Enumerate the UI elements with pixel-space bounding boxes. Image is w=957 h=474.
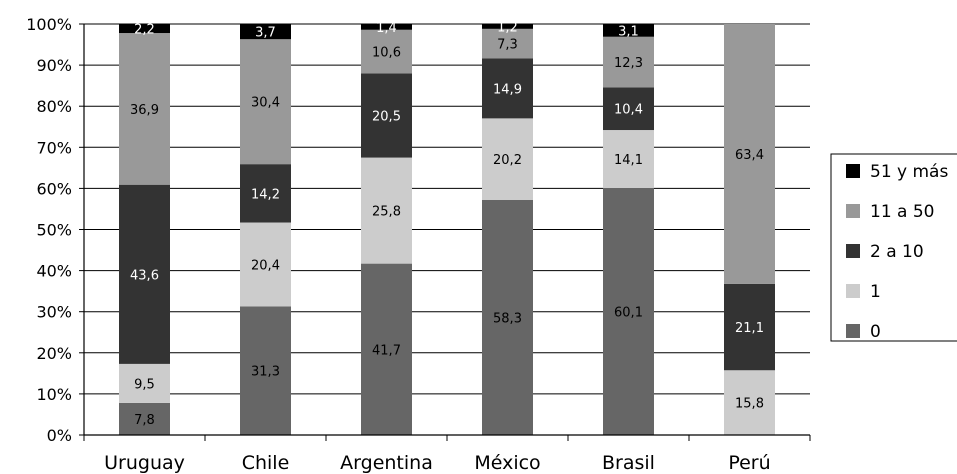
y-tick-label: 50% — [36, 221, 72, 240]
data-label: 60,1 — [614, 305, 643, 320]
legend-label: 51 y más — [870, 162, 948, 182]
data-label: 25,8 — [372, 205, 401, 220]
bar-segment — [724, 24, 775, 284]
data-label: 3,1 — [618, 24, 639, 39]
data-label: 7,8 — [134, 413, 155, 428]
data-label: 10,6 — [372, 46, 401, 61]
bar-segment — [119, 402, 170, 435]
data-label: 20,4 — [251, 258, 280, 273]
legend-swatch — [846, 204, 860, 218]
data-label: 14,9 — [493, 82, 522, 97]
y-tick-label: 80% — [36, 97, 72, 116]
data-label: 36,9 — [130, 103, 159, 118]
bar-segment — [361, 29, 412, 74]
bar-segment — [482, 24, 533, 29]
legend-label: 1 — [870, 282, 881, 302]
bar-segment — [603, 24, 654, 37]
data-label: 2,2 — [134, 23, 155, 38]
data-label: 31,3 — [251, 365, 280, 380]
data-label: 14,1 — [614, 153, 643, 168]
y-tick-label: 40% — [36, 262, 72, 281]
bar-segment — [240, 39, 291, 165]
legend-swatch — [846, 324, 860, 338]
x-tick-label: Uruguay — [104, 452, 185, 474]
bar-segment — [361, 24, 412, 30]
x-tick-label: Argentina — [340, 452, 433, 474]
data-label: 63,4 — [735, 148, 764, 163]
legend-swatch — [846, 164, 860, 178]
y-tick-label: 100% — [26, 15, 72, 34]
bar-segment — [119, 33, 170, 185]
data-label: 43,6 — [130, 268, 159, 283]
data-label: 21,1 — [735, 321, 764, 336]
bar-segment — [603, 130, 654, 188]
legend-label: 0 — [870, 322, 881, 342]
bar-segment — [482, 58, 533, 119]
data-label: 30,4 — [251, 96, 280, 111]
bar-segment — [119, 363, 170, 403]
bar-segment — [240, 222, 291, 307]
bar-segment — [482, 199, 533, 435]
data-label: 58,3 — [493, 311, 522, 326]
y-tick-label: 10% — [36, 385, 72, 404]
bars: 7,8 9,5 43,6 36,9 2,2 31,3 20,4 14,2 30,4 3,7 41,7… — [119, 20, 775, 435]
data-label: 15,8 — [735, 397, 764, 412]
bar-segment — [361, 157, 412, 264]
gridlines — [84, 23, 810, 395]
legend: 51 y más 11 a 50 2 a 10 1 0 — [830, 153, 957, 342]
data-label: 14,2 — [251, 187, 280, 202]
bar-segment — [724, 283, 775, 371]
bar-segment — [724, 370, 775, 435]
bar-segment — [603, 87, 654, 131]
legend-label: 11 a 50 — [870, 202, 935, 222]
bar-segment — [482, 118, 533, 200]
x-tick-label: Brasil — [602, 452, 655, 474]
bar-segment — [361, 263, 412, 435]
bar-segment — [240, 164, 291, 223]
data-label: 7,3 — [497, 38, 518, 53]
legend-swatch — [846, 244, 860, 258]
data-label: 3,7 — [255, 26, 276, 41]
bar-segment — [603, 36, 654, 88]
bar-segment — [603, 187, 654, 435]
data-label: 41,7 — [372, 343, 401, 358]
y-tick-label: 20% — [36, 344, 72, 363]
bar-segment — [240, 24, 291, 40]
y-tick-label: 70% — [36, 138, 72, 157]
x-tick-label: Chile — [242, 452, 290, 474]
data-label: 20,5 — [372, 109, 401, 124]
bar-segment — [119, 184, 170, 364]
bar-segment — [240, 306, 291, 435]
y-tick-label: 30% — [36, 303, 72, 322]
y-tick-label: 90% — [36, 56, 72, 75]
data-label: 9,5 — [134, 377, 155, 392]
bar-segment — [119, 24, 170, 34]
bar-segment — [361, 73, 412, 158]
y-tick-label: 0% — [47, 426, 72, 445]
legend-label: 2 a 10 — [870, 242, 924, 262]
legend-swatch — [846, 284, 860, 298]
data-label: 10,4 — [614, 103, 643, 118]
bar-segment — [482, 28, 533, 59]
axes: 0% 10% 20% 30% 40% 50% 60% 70% 80% 90% 100% Uruguay… — [26, 15, 811, 474]
data-label: 12,3 — [614, 56, 643, 71]
x-tick-label: México — [474, 452, 540, 474]
data-label: 1,2 — [497, 20, 518, 35]
data-label: 1,4 — [376, 21, 397, 36]
x-tick-label: Perú — [728, 452, 770, 474]
y-tick-label: 60% — [36, 179, 72, 198]
data-label: 20,2 — [493, 153, 522, 168]
